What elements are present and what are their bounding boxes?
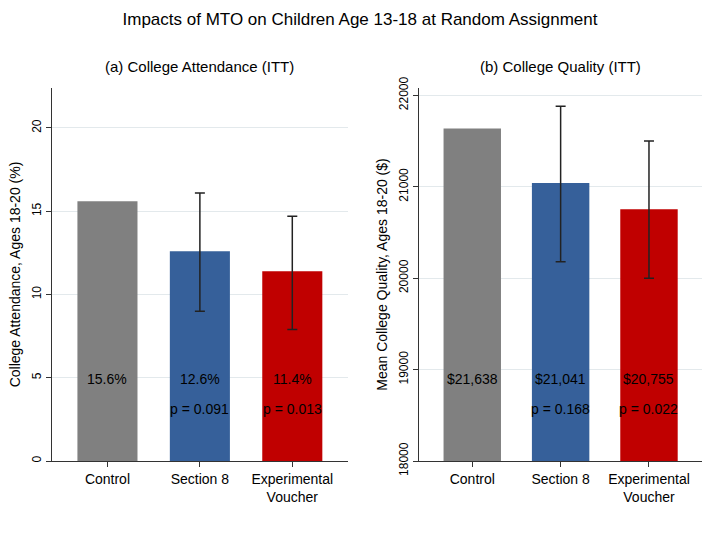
svg-text:ExperimentalVoucher: ExperimentalVoucher (251, 471, 333, 505)
svg-text:0: 0 (30, 456, 44, 463)
svg-text:15.6%: 15.6% (87, 371, 127, 387)
svg-text:22000: 22000 (397, 77, 411, 111)
svg-text:19000: 19000 (397, 351, 411, 385)
svg-text:5: 5 (30, 372, 44, 379)
svg-text:$21,041: $21,041 (535, 371, 586, 387)
svg-text:12.6%: 12.6% (180, 371, 220, 387)
svg-text:Section 8: Section 8 (531, 471, 590, 487)
svg-text:Mean College Quality, Ages 18-: Mean College Quality, Ages 18-20 ($) (374, 158, 390, 390)
svg-text:21000: 21000 (397, 168, 411, 202)
svg-text:Control: Control (450, 471, 495, 487)
svg-text:$21,638: $21,638 (447, 371, 498, 387)
svg-text:Control: Control (85, 471, 130, 487)
svg-text:ExperimentalVoucher: ExperimentalVoucher (608, 471, 690, 505)
svg-text:Impacts of MTO on Children Age: Impacts of MTO on Children Age 13-18 at … (123, 10, 598, 29)
svg-text:p = 0.091: p = 0.091 (170, 401, 229, 417)
svg-text:11.4%: 11.4% (273, 371, 312, 387)
svg-text:p = 0.168: p = 0.168 (531, 401, 590, 417)
svg-text:Section 8: Section 8 (171, 471, 230, 487)
svg-text:15: 15 (30, 202, 44, 216)
svg-text:$20,755: $20,755 (623, 371, 674, 387)
svg-text:10: 10 (30, 286, 44, 300)
svg-text:18000: 18000 (397, 442, 411, 476)
svg-text:20000: 20000 (397, 259, 411, 293)
svg-text:(b) College Quality (ITT): (b) College Quality (ITT) (480, 58, 641, 75)
svg-text:(a) College Attendance (ITT): (a) College Attendance (ITT) (105, 58, 294, 75)
svg-text:College Attendance, Ages 18-20: College Attendance, Ages 18-20 (%) (7, 162, 23, 388)
svg-text:p = 0.013: p = 0.013 (263, 401, 322, 417)
svg-text:p = 0.022: p = 0.022 (619, 401, 678, 417)
svg-text:20: 20 (30, 119, 44, 133)
